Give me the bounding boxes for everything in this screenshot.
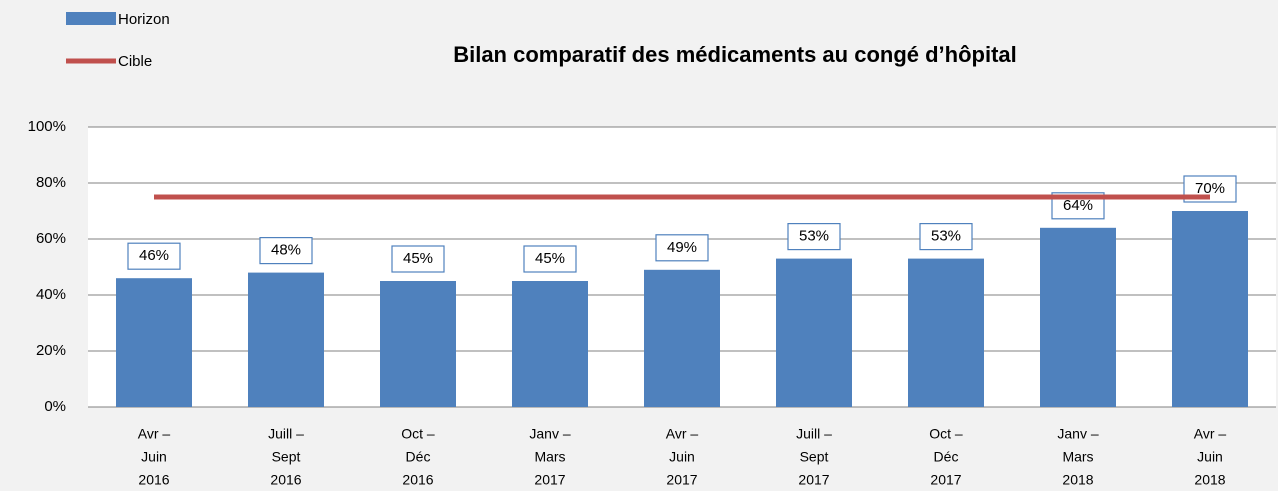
data-label: 45%: [403, 250, 433, 267]
x-tick-label: Avr –: [666, 426, 699, 442]
x-tick-label: 2018: [1062, 472, 1093, 488]
x-tick-label: 2017: [798, 472, 829, 488]
data-label: 53%: [931, 228, 961, 245]
data-label-box: [655, 234, 709, 262]
x-tick-label: Déc: [406, 449, 431, 465]
x-tick-label: 2017: [930, 472, 961, 488]
bar: [776, 258, 852, 407]
x-tick-label: Juill –: [796, 426, 832, 442]
data-label-box: [523, 245, 577, 273]
x-tick-label: Janv –: [529, 426, 570, 442]
x-tick-label: Juill –: [268, 426, 304, 442]
bar: [908, 258, 984, 407]
bar: [380, 281, 456, 407]
x-tick-label: 2016: [270, 472, 301, 488]
x-tick-label: 2018: [1194, 472, 1225, 488]
bar: [644, 269, 720, 407]
bar: [116, 278, 192, 407]
x-tick-label: Juin: [141, 449, 167, 465]
bar: [1040, 227, 1116, 407]
x-tick-label: Sept: [272, 449, 301, 465]
data-label: 46%: [139, 247, 169, 264]
x-tick-label: 2017: [666, 472, 697, 488]
legend-label: Horizon: [118, 11, 170, 28]
y-tick-label: 40%: [36, 286, 66, 303]
x-tick-label: Juin: [1197, 449, 1223, 465]
data-label-box: [919, 223, 973, 251]
y-tick-label: 60%: [36, 230, 66, 247]
bar: [248, 272, 324, 407]
x-tick-label: 2016: [402, 472, 433, 488]
y-tick-label: 20%: [36, 342, 66, 359]
x-tick-label: Oct –: [929, 426, 963, 442]
x-tick-label: 2017: [534, 472, 565, 488]
x-tick-label: Juin: [669, 449, 695, 465]
x-tick-label: Mars: [534, 449, 565, 465]
x-tick-label: Déc: [934, 449, 959, 465]
data-label-box: [259, 237, 313, 265]
x-tick-label: 2016: [138, 472, 169, 488]
x-tick-label: Janv –: [1057, 426, 1098, 442]
data-label: 49%: [667, 239, 697, 256]
y-tick-label: 100%: [28, 118, 66, 135]
bar: [512, 281, 588, 407]
y-tick-label: 80%: [36, 174, 66, 191]
x-tick-label: Avr –: [1194, 426, 1227, 442]
x-tick-label: Mars: [1062, 449, 1093, 465]
legend-label: Cible: [118, 53, 152, 70]
data-label: 48%: [271, 242, 301, 259]
data-label: 70%: [1195, 180, 1225, 197]
data-label: 53%: [799, 228, 829, 245]
data-label-box: [127, 242, 181, 270]
y-tick-label: 0%: [44, 398, 66, 415]
x-tick-label: Avr –: [138, 426, 171, 442]
data-label-box: [391, 245, 445, 273]
x-tick-label: Oct –: [401, 426, 435, 442]
data-label: 64%: [1063, 197, 1093, 214]
x-tick-label: Sept: [800, 449, 829, 465]
data-label: 45%: [535, 250, 565, 267]
data-label-box: [787, 223, 841, 251]
legend-swatch: [66, 12, 116, 25]
bar: [1172, 211, 1248, 407]
chart-title: Bilan comparatif des médicaments au cong…: [453, 42, 1017, 67]
